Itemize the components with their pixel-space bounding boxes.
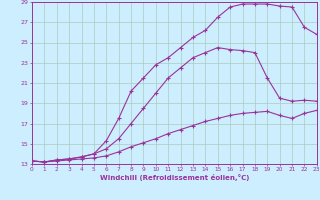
X-axis label: Windchill (Refroidissement éolien,°C): Windchill (Refroidissement éolien,°C): [100, 174, 249, 181]
